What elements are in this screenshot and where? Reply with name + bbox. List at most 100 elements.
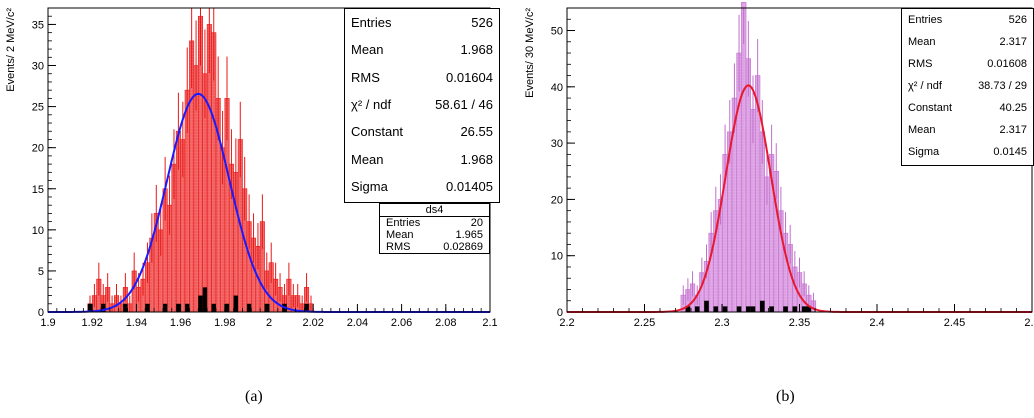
stats-label: RMS: [908, 58, 933, 70]
y-tick-label: 5: [38, 266, 44, 278]
x-tick-label: 2.08: [435, 317, 456, 329]
x-tick-label: 1.98: [214, 317, 235, 329]
stats-value: 0.02869: [443, 241, 483, 253]
x-tick-label: 2.04: [347, 317, 368, 329]
stats-row: Mean 1.968: [345, 36, 499, 63]
stats-row: RMS 0.02869: [380, 241, 489, 253]
stats-label: Entries: [908, 14, 943, 26]
secondary-bar: [759, 300, 765, 312]
stats-value: 1.968: [460, 151, 493, 167]
stats-label: RMS: [351, 69, 380, 85]
secondary-bar: [233, 295, 239, 312]
secondary-bar: [685, 306, 691, 312]
x-tick-label: 2.02: [302, 317, 323, 329]
stats-box-main-a: Entries 526 Mean 1.968 RMS 0.01604 χ² / ndf 58.…: [344, 8, 500, 203]
stats-row: Constant 26.55: [345, 118, 499, 145]
stats-row: χ² / ndf 58.61 / 46: [345, 91, 499, 118]
y-tick-label: 10: [551, 251, 563, 263]
secondary-bar: [304, 303, 309, 312]
secondary-bar: [224, 303, 230, 312]
stats-row: Mean 2.317: [902, 31, 1033, 53]
secondary-bar: [202, 287, 208, 312]
y-tick-label: 35: [32, 19, 44, 31]
histogram-b: 2.22.252.32.352.42.452.501020304050Ds231…: [524, 2, 1034, 329]
secondary-bar: [746, 306, 751, 312]
secondary-bar: [264, 303, 269, 312]
y-tick-label: 10: [32, 225, 44, 237]
caption-b: (b): [776, 388, 795, 405]
y-tick-label: 0: [38, 307, 44, 319]
stats-value: 0.0145: [993, 146, 1027, 158]
stats-value: 26.55: [460, 124, 493, 140]
secondary-bar: [185, 303, 190, 312]
x-tick-label: 2.1: [482, 317, 497, 329]
stats-value: 58.61 / 46: [435, 97, 493, 113]
stats-value: 526: [471, 15, 493, 31]
secondary-bar: [704, 300, 709, 312]
stats-row: Mean 2.317: [902, 119, 1033, 141]
x-tick-label: 2.2: [559, 317, 574, 329]
stats-value: 0.01608: [987, 58, 1027, 70]
stats-secondary-title: ds4: [380, 204, 489, 217]
stats-row: Mean 1.965: [380, 229, 489, 241]
stats-label: Mean: [351, 151, 384, 167]
stats-row: Constant 40.25: [902, 97, 1033, 119]
secondary-bar: [769, 306, 774, 312]
stats-label: Entries: [386, 217, 421, 229]
stats-value: 20: [470, 217, 483, 229]
stats-row: Sigma 0.01405: [345, 173, 499, 200]
x-tick-label: 2.25: [634, 317, 655, 329]
secondary-bar: [722, 306, 728, 312]
stats-row: RMS 0.01604: [345, 64, 499, 91]
secondary-bar: [123, 303, 128, 312]
stats-box-main-b: Entries 526 Mean 2.317 RMS 0.01608 χ² / ndf 38.…: [901, 8, 1034, 166]
panel-a: 1.9 1.92 1.94 1.96 1.98 2 2.02 2.04 2.06 2.08 2.1 0…: [0, 0, 500, 330]
stats-row: Sigma 0.0145: [902, 141, 1033, 163]
stats-label: χ² / ndf: [908, 80, 942, 92]
x-tick-label: 1.92: [81, 317, 102, 329]
stats-box-secondary-a: ds4 Entries 20 Mean 1.965 RMS 0.02869: [379, 203, 490, 254]
histogram-bar: [741, 2, 747, 313]
stats-label: Sigma: [351, 178, 388, 194]
y-tick-label: 20: [551, 194, 563, 206]
secondary-bar: [792, 306, 798, 312]
secondary-bar: [694, 306, 700, 312]
stats-row: χ² / ndf 38.73 / 29: [902, 75, 1033, 97]
stats-value: 0.01405: [446, 178, 493, 194]
x-tick-label: 1.9: [40, 317, 55, 329]
x-tick-label: 2.35: [789, 317, 810, 329]
y-tick-label: 20: [32, 143, 44, 155]
stats-label: Constant: [908, 102, 953, 114]
histogram-bar: [745, 58, 751, 313]
secondary-bar: [246, 303, 252, 312]
stats-label: RMS: [386, 241, 411, 253]
secondary-bar: [101, 303, 106, 312]
stats-label: Sigma: [908, 146, 940, 158]
stats-label: χ² / ndf: [351, 97, 392, 113]
stats-value: 2.317: [999, 36, 1027, 48]
stats-label: Constant: [351, 124, 404, 140]
x-tick-label: 1.96: [170, 317, 191, 329]
stats-label: Mean: [908, 124, 936, 136]
stats-row: Entries 20: [380, 217, 489, 229]
x-tick-label: 2.4: [869, 317, 884, 329]
caption-a: (a): [245, 388, 263, 405]
stats-value: 0.01604: [446, 69, 493, 85]
y-tick-label: 15: [32, 184, 44, 196]
stats-row: Entries 526: [902, 9, 1033, 31]
stats-value: 2.317: [999, 124, 1027, 136]
secondary-bar: [783, 306, 788, 312]
secondary-bar: [176, 303, 181, 312]
panel-b: 2.22.252.32.352.42.452.501020304050Ds231…: [520, 0, 1034, 330]
y-tick-label: 40: [551, 82, 563, 94]
y-axis-label: Events/ 30 MeV/c²: [524, 8, 536, 98]
x-tick-label: 1.94: [126, 317, 147, 329]
stats-label: Mean: [908, 36, 936, 48]
stats-label: Mean: [386, 229, 414, 241]
stats-value: 526: [1008, 14, 1027, 26]
secondary-bar: [198, 295, 203, 312]
stats-label: Entries: [351, 15, 392, 31]
histogram-a: 1.9 1.92 1.94 1.96 1.98 2 2.02 2.04 2.06 2.08 2.1 0…: [5, 7, 498, 329]
x-tick-label: 2.45: [944, 317, 965, 329]
